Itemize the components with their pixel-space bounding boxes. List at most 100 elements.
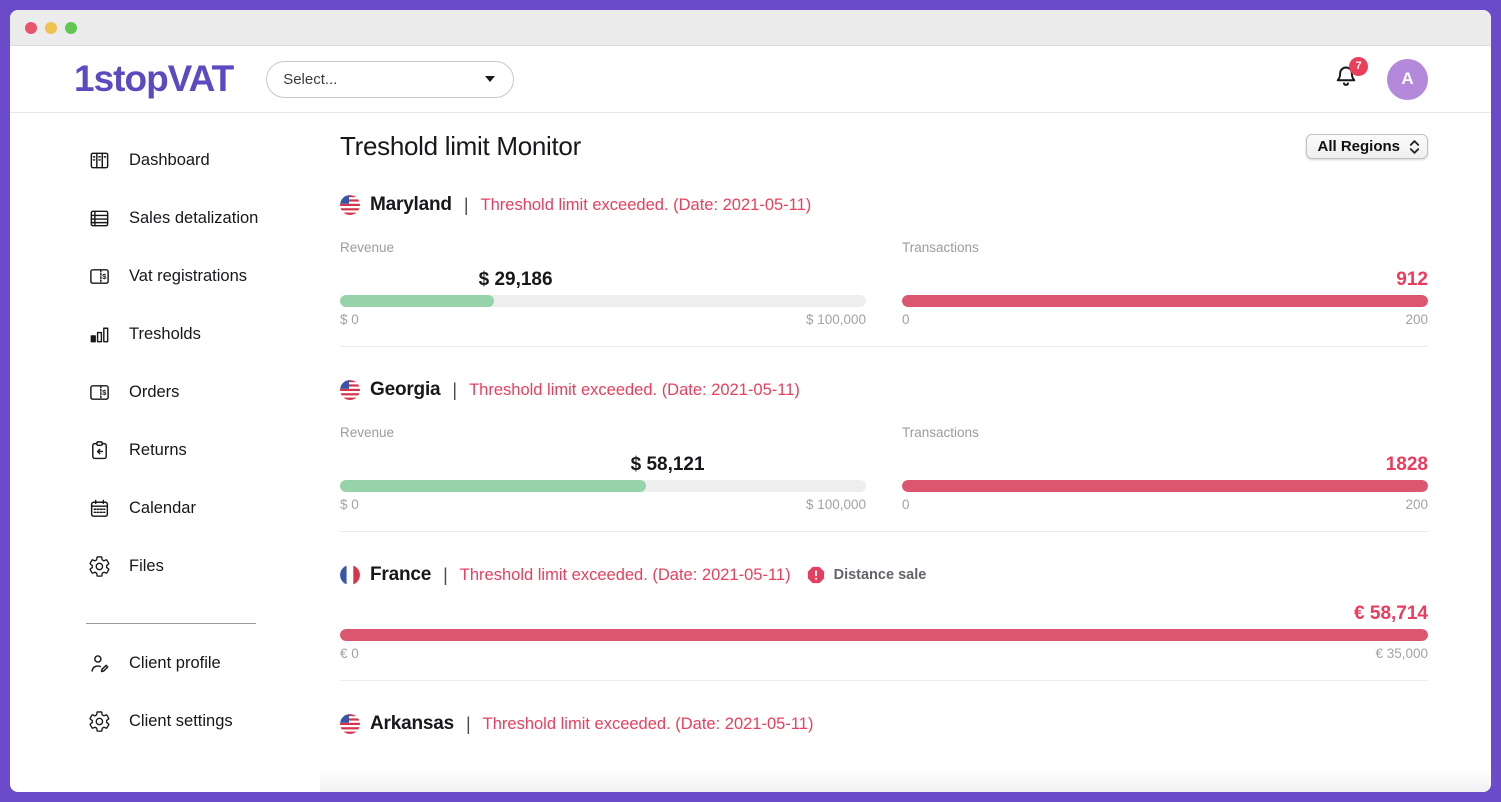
transactions-metric: Transactions 912 0 200: [902, 240, 1428, 327]
zoom-button[interactable]: [65, 21, 77, 34]
metric-label: Revenue: [340, 240, 395, 255]
user-edit-icon: [91, 654, 109, 672]
fr-flag-icon: [340, 565, 360, 585]
sidebar-item-returns[interactable]: Returns: [10, 421, 320, 479]
progress-bar: [340, 480, 866, 492]
bar-max: $ 100,000: [805, 312, 866, 327]
revenue-metric: Revenue $ 58,121 $ 0 $ 100,000: [340, 425, 866, 512]
bar-max: $ 100,000: [805, 497, 866, 512]
calendar-icon: [90, 499, 109, 517]
region-name: France: [370, 564, 432, 585]
region-section-arkansas: Arkansas | Threshold limit exceeded. (Da…: [340, 713, 1428, 735]
select-placeholder: Select...: [283, 70, 338, 88]
svg-text:$: $: [102, 388, 107, 397]
sidebar-item-label: Dashboard: [129, 150, 210, 169]
revenue-metric: € 58,714 € 0 € 35,000: [340, 598, 1428, 661]
metric-label: Revenue: [340, 425, 395, 440]
us-flag-icon: [340, 714, 360, 734]
select-updown-icon: [1408, 139, 1421, 155]
sidebar: Dashboard Sales detalization $ Vat regis…: [10, 113, 320, 792]
bar-chart-icon: [90, 327, 109, 342]
card-dollar-icon: $: [90, 268, 109, 284]
notification-badge: 7: [1349, 56, 1368, 76]
card-dollar-icon: $: [90, 384, 109, 400]
bottom-fade: [320, 770, 1491, 792]
bar-max: € 35,000: [1375, 646, 1428, 661]
metric-label: Transactions: [902, 240, 979, 255]
threshold-status: Threshold limit exceeded. (Date: 2021-05…: [459, 565, 791, 584]
threshold-status: Threshold limit exceeded. (Date: 2021-05…: [482, 714, 814, 733]
gear-icon: [89, 710, 110, 732]
sidebar-item-files[interactable]: Files: [10, 537, 320, 595]
bar-min: € 0: [340, 646, 359, 661]
dashboard-icon: [90, 152, 109, 168]
sidebar-item-vat-registrations[interactable]: $ Vat registrations: [10, 247, 320, 305]
separator: |: [463, 194, 469, 215]
us-flag-icon: [340, 380, 360, 400]
metric-value: 912: [1396, 269, 1428, 290]
bar-min: 0: [902, 497, 910, 512]
minimize-button[interactable]: [45, 21, 57, 34]
sidebar-item-client-profile[interactable]: Client profile: [10, 634, 320, 692]
global-select-dropdown[interactable]: Select...: [266, 60, 515, 98]
bar-max: 200: [1405, 497, 1428, 512]
chevron-down-icon: [485, 76, 496, 82]
distance-sale-label: Distance sale: [833, 567, 927, 583]
app-window: 1stopVAT Select... 7 A: [10, 10, 1491, 792]
sidebar-item-label: Calendar: [129, 498, 196, 517]
avatar[interactable]: A: [1387, 58, 1428, 100]
bar-min: $ 0: [340, 312, 359, 327]
clipboard-return-icon: [92, 440, 107, 459]
sidebar-item-label: Client settings: [129, 711, 233, 730]
close-button[interactable]: [25, 21, 37, 34]
section-divider: [340, 531, 1428, 532]
progress-bar: [902, 295, 1428, 307]
region-name: Georgia: [370, 379, 441, 400]
sidebar-item-label: Returns: [129, 440, 187, 459]
separator: |: [465, 713, 471, 734]
main-content: Treshold limit Monitor All Regions: [320, 113, 1491, 792]
separator: |: [443, 564, 448, 585]
list-icon: [90, 210, 109, 226]
sidebar-item-dashboard[interactable]: Dashboard: [10, 131, 320, 189]
sidebar-divider: [86, 623, 256, 624]
sidebar-item-label: Sales detalization: [129, 208, 259, 227]
section-divider: [340, 346, 1428, 347]
bar-max: 200: [1405, 312, 1428, 327]
notifications-button[interactable]: 7: [1333, 56, 1368, 95]
sidebar-item-calendar[interactable]: Calendar: [10, 479, 320, 537]
sidebar-item-sales-detalization[interactable]: Sales detalization: [10, 189, 320, 247]
progress-bar: [340, 295, 866, 307]
us-flag-icon: [340, 195, 360, 215]
sidebar-item-tresholds[interactable]: Tresholds: [10, 305, 320, 363]
metric-value: $ 29,186: [478, 269, 553, 290]
sidebar-item-label: Tresholds: [129, 324, 201, 343]
sidebar-item-label: Client profile: [129, 653, 221, 672]
bar-min: $ 0: [340, 497, 359, 512]
app-header: 1stopVAT Select... 7 A: [10, 46, 1491, 113]
transactions-metric: Transactions 1828 0 200: [902, 425, 1428, 512]
metric-label: Transactions: [902, 425, 979, 440]
sidebar-item-label: Files: [129, 556, 164, 575]
region-name: Maryland: [370, 194, 452, 215]
threshold-status: Threshold limit exceeded. (Date: 2021-05…: [469, 380, 800, 399]
metric-value: $ 58,121: [630, 454, 705, 475]
sidebar-item-label: Vat registrations: [129, 266, 247, 285]
metric-value: 1828: [1385, 454, 1428, 475]
sidebar-item-label: Orders: [129, 382, 180, 401]
region-section-france: France | Threshold limit exceeded. (Date…: [340, 564, 1428, 681]
logo: 1stopVAT: [74, 58, 234, 99]
sidebar-item-client-settings[interactable]: Client settings: [10, 692, 320, 750]
sidebar-item-orders[interactable]: $ Orders: [10, 363, 320, 421]
page-title: Treshold limit Monitor: [340, 131, 581, 161]
region-filter-select[interactable]: All Regions: [1306, 134, 1428, 159]
region-filter-value: All Regions: [1317, 138, 1400, 155]
distance-sale-badge: Distance sale: [807, 566, 927, 584]
alert-octagon-icon: [807, 566, 824, 584]
window-titlebar: [10, 10, 1491, 46]
region-section-georgia: Georgia | Threshold limit exceeded. (Dat…: [340, 379, 1428, 532]
svg-text:$: $: [102, 272, 107, 281]
region-section-maryland: Maryland | Threshold limit exceeded. (Da…: [340, 194, 1428, 347]
separator: |: [452, 379, 458, 400]
region-name: Arkansas: [370, 713, 454, 734]
